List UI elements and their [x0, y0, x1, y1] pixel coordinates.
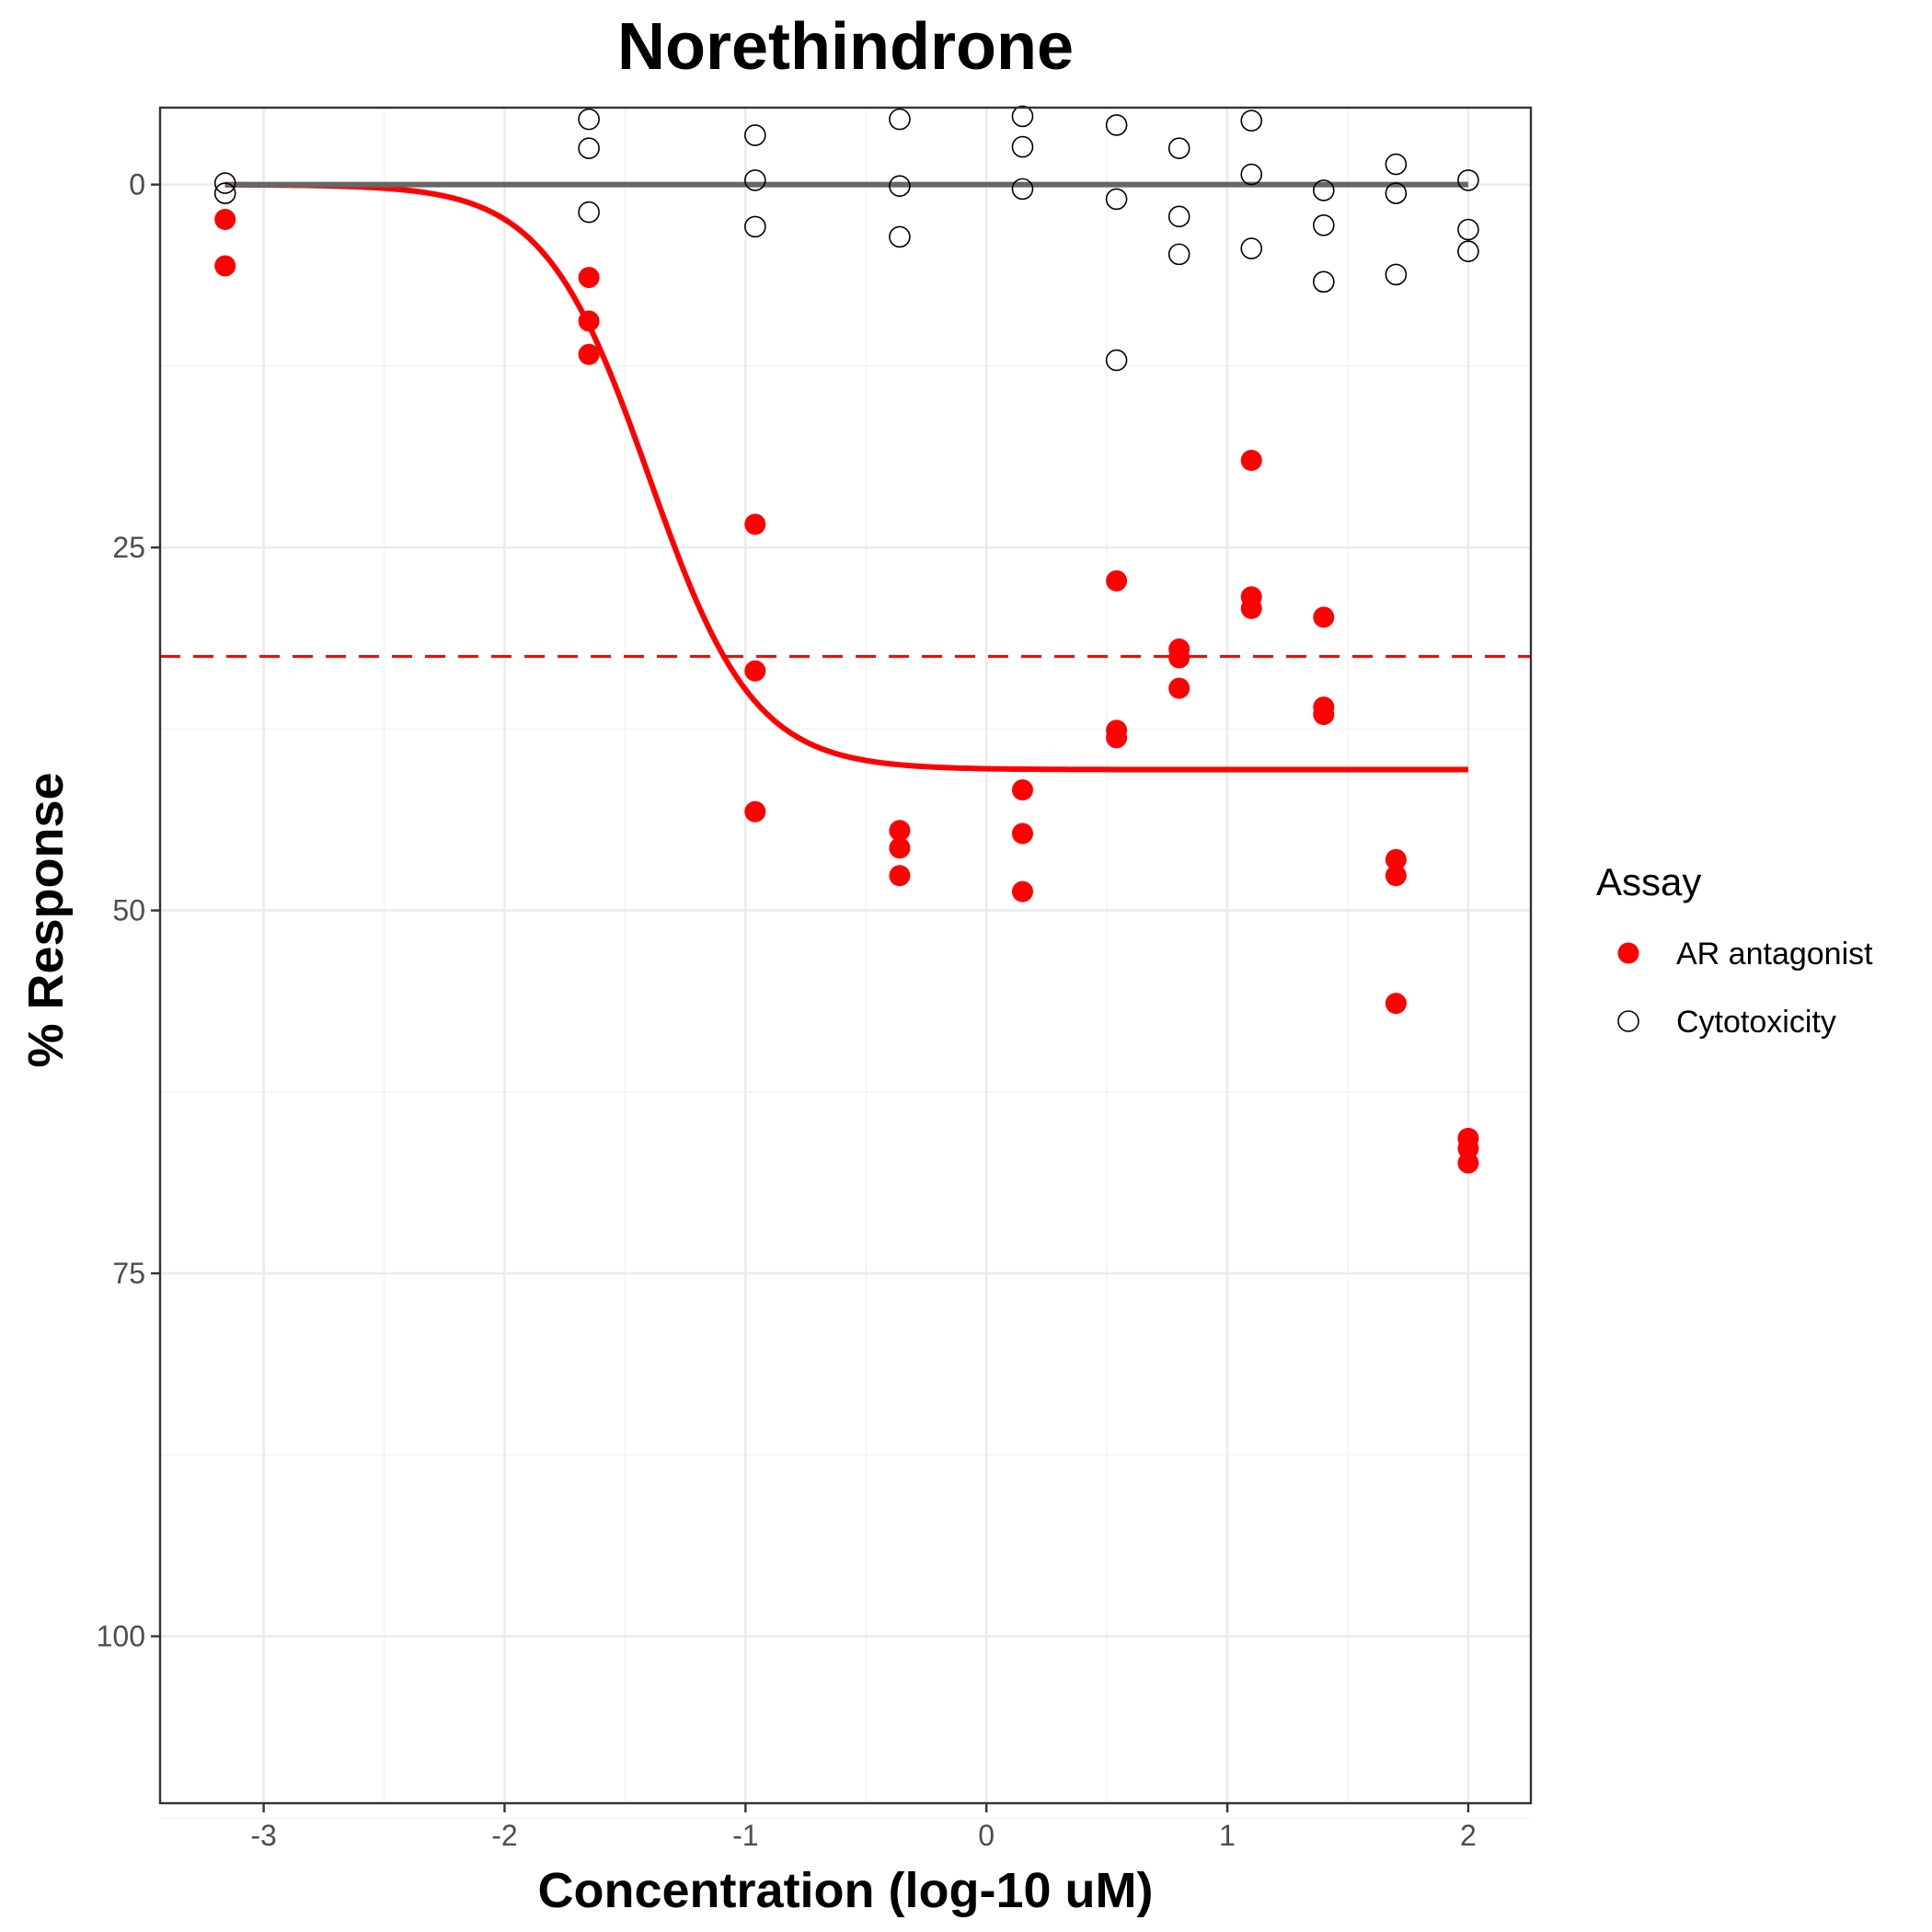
- legend-title: Assay: [1596, 860, 1701, 903]
- data-point: [1011, 779, 1033, 801]
- legend: Assay AR antagonist Cytotoxicity: [1596, 860, 1873, 1040]
- data-point: [1240, 163, 1263, 186]
- data-point: [744, 169, 766, 191]
- data-point: [1011, 135, 1034, 158]
- data-point: [1457, 218, 1479, 241]
- data-point: [1168, 677, 1190, 699]
- data-points: [213, 105, 1479, 1174]
- data-point: [1457, 169, 1479, 191]
- data-point: [1167, 243, 1190, 266]
- data-point: [578, 343, 600, 365]
- data-point: [1105, 349, 1128, 372]
- data-point: [1011, 105, 1034, 128]
- x-tick-label: -1: [732, 1819, 758, 1852]
- x-tick-label: 1: [1219, 1819, 1236, 1852]
- data-point: [1240, 597, 1262, 619]
- y-tick-label: 0: [129, 168, 145, 201]
- y-axis-title: % Response: [18, 772, 74, 1067]
- data-point: [1385, 182, 1408, 204]
- data-point: [1312, 214, 1335, 236]
- fit-curve: [224, 181, 1468, 773]
- y-tick-label: 50: [112, 894, 145, 927]
- data-point: [889, 108, 911, 131]
- legend-entries: AR antagonist Cytotoxicity: [1617, 937, 1873, 1040]
- data-point: [1106, 727, 1128, 749]
- data-point: [1168, 647, 1190, 669]
- data-point: [578, 108, 600, 131]
- data-point: [1457, 1137, 1479, 1159]
- data-point: [1105, 188, 1128, 211]
- y-tick-label: 75: [112, 1257, 145, 1290]
- data-point: [1167, 137, 1190, 159]
- data-point: [1385, 153, 1408, 176]
- x-tick-label: 0: [978, 1819, 995, 1852]
- data-point: [744, 513, 766, 535]
- data-point: [214, 255, 236, 277]
- data-point: [1167, 205, 1190, 228]
- data-point: [578, 310, 600, 332]
- x-tick-label: -2: [491, 1819, 517, 1852]
- data-point: [213, 172, 236, 194]
- data-point: [578, 137, 600, 159]
- data-point: [744, 215, 766, 238]
- data-point: [1385, 848, 1407, 870]
- data-point: [1312, 270, 1335, 293]
- x-axis-title: Concentration (log-10 uM): [538, 1863, 1154, 1918]
- data-point: [1240, 109, 1263, 132]
- data-point: [1457, 240, 1479, 263]
- data-point: [1011, 880, 1033, 903]
- data-point: [1313, 606, 1335, 628]
- data-point: [1240, 237, 1263, 259]
- data-point: [889, 820, 911, 842]
- data-point: [1385, 993, 1407, 1015]
- data-point: [1385, 263, 1408, 286]
- minor-gridlines: [160, 108, 1531, 1819]
- x-tick-label: -3: [250, 1819, 276, 1852]
- data-point: [889, 837, 911, 859]
- data-point: [889, 865, 911, 887]
- data-point: [889, 175, 911, 198]
- data-point: [1457, 1152, 1479, 1174]
- legend-key: [1617, 942, 1639, 964]
- data-point: [1011, 178, 1034, 201]
- chart-title: Norethindrone: [617, 10, 1074, 84]
- x-axis: -3 -2 -1 0 1 2: [250, 1803, 1477, 1852]
- data-point: [1385, 865, 1407, 887]
- data-point: [1106, 569, 1128, 592]
- data-point: [214, 208, 236, 230]
- legend-key: [1617, 1010, 1639, 1032]
- plot-panel-border: [158, 106, 1533, 1805]
- data-point: [1240, 449, 1262, 471]
- fit-curves: [224, 181, 1468, 773]
- legend-label: Cytotoxicity: [1676, 1005, 1836, 1040]
- data-point: [1011, 822, 1033, 845]
- data-point: [213, 182, 236, 204]
- data-point: [744, 800, 766, 822]
- data-point: [1105, 114, 1128, 136]
- data-point: [1312, 179, 1335, 201]
- legend-label: AR antagonist: [1676, 937, 1873, 972]
- data-point: [744, 660, 766, 682]
- data-point: [578, 267, 600, 289]
- data-point: [744, 124, 766, 146]
- data-point: [578, 201, 600, 224]
- y-tick-label: 100: [97, 1620, 145, 1653]
- y-axis: 0 25 50 75 100: [97, 168, 160, 1653]
- y-tick-label: 25: [112, 531, 145, 564]
- x-tick-label: 2: [1460, 1819, 1477, 1852]
- data-point: [889, 225, 911, 248]
- data-point: [1313, 704, 1335, 726]
